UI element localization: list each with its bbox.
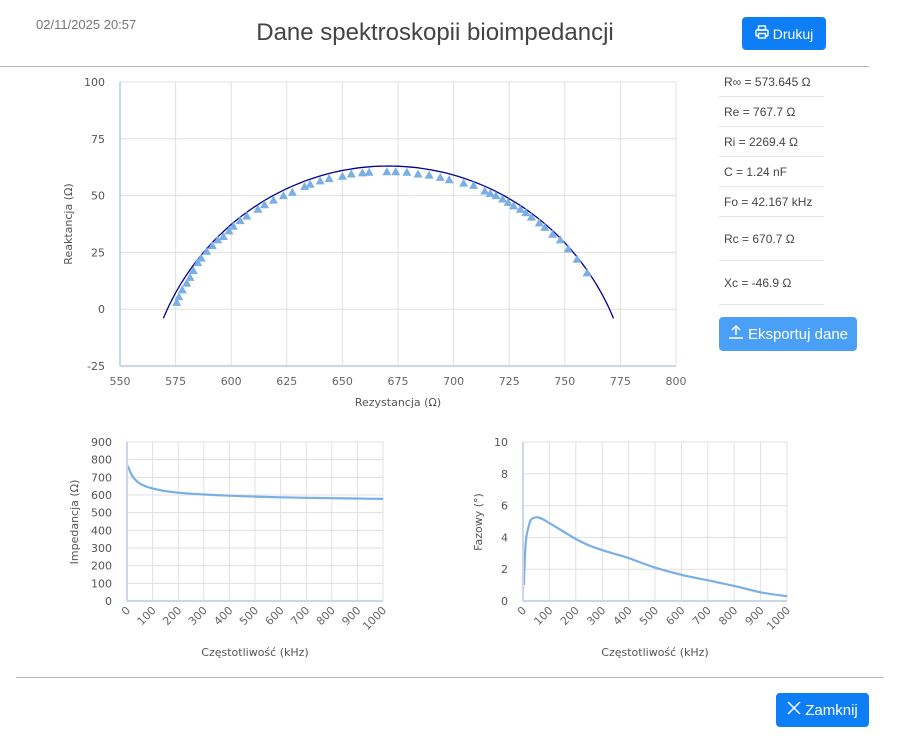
param-re: Re = 767.7 Ω bbox=[719, 97, 824, 127]
svg-text:500: 500 bbox=[91, 507, 112, 520]
param-ri: Ri = 2269.4 Ω bbox=[719, 127, 824, 157]
svg-text:6: 6 bbox=[501, 500, 508, 513]
svg-text:25: 25 bbox=[91, 246, 105, 259]
svg-text:1000: 1000 bbox=[764, 604, 793, 633]
x-axis-label: Częstotliwość (kHz) bbox=[601, 646, 708, 659]
header-divider bbox=[0, 66, 869, 67]
cole-plot-chart: 550 575 600 625 650 675 700 725 750 775 800 -25 0 25 5… bbox=[62, 76, 687, 409]
page-title: Dane spektroskopii bioimpedancji bbox=[256, 19, 614, 46]
svg-text:200: 200 bbox=[91, 560, 112, 573]
svg-text:200: 200 bbox=[558, 604, 582, 628]
chart-grid bbox=[522, 441, 788, 602]
svg-text:400: 400 bbox=[91, 524, 112, 537]
svg-text:100: 100 bbox=[84, 76, 105, 89]
export-button-label: Eksportuj dane bbox=[747, 325, 849, 343]
svg-text:75: 75 bbox=[91, 133, 105, 146]
measured-points bbox=[172, 167, 592, 306]
svg-text:800: 800 bbox=[91, 454, 112, 467]
y-axis-label: Fazowy (°) bbox=[472, 493, 485, 551]
impedance-chart: 0 100 200 300 400 500 600 700 800 900100001002003… bbox=[68, 436, 389, 659]
svg-text:650: 650 bbox=[332, 375, 353, 388]
svg-text:8: 8 bbox=[501, 468, 508, 481]
x-axis-label: Częstotliwość (kHz) bbox=[201, 646, 308, 659]
svg-text:750: 750 bbox=[554, 375, 575, 388]
svg-text:550: 550 bbox=[110, 375, 131, 388]
param-c: C = 1.24 nF bbox=[719, 157, 824, 187]
param-fo: Fo = 42.167 kHz bbox=[719, 187, 824, 217]
param-rc: Rc = 670.7 Ω bbox=[719, 217, 824, 261]
svg-text:10: 10 bbox=[494, 436, 508, 449]
print-button[interactable]: Drukuj bbox=[742, 17, 826, 50]
svg-text:900: 900 bbox=[91, 436, 112, 449]
svg-text:700: 700 bbox=[443, 375, 464, 388]
close-icon bbox=[787, 701, 801, 719]
svg-text:725: 725 bbox=[499, 375, 520, 388]
upload-icon bbox=[728, 324, 744, 344]
svg-text:0: 0 bbox=[515, 604, 529, 618]
svg-text:100: 100 bbox=[531, 604, 555, 628]
impedance-line bbox=[126, 465, 384, 500]
svg-text:675: 675 bbox=[388, 375, 409, 388]
svg-text:50: 50 bbox=[91, 190, 105, 203]
parameters-list: R∞ = 573.645 Ω Re = 767.7 Ω Ri = 2269.4 … bbox=[719, 67, 824, 305]
svg-text:700: 700 bbox=[690, 604, 714, 628]
svg-text:500: 500 bbox=[637, 604, 661, 628]
y-axis-label: Impedancja (Ω) bbox=[68, 480, 81, 565]
svg-text:300: 300 bbox=[584, 604, 608, 628]
phase-angle-chart: 0 100 200 300 400 500 600 700 800 90010000246810 … bbox=[472, 436, 793, 659]
svg-text:575: 575 bbox=[165, 375, 186, 388]
printer-icon bbox=[755, 25, 769, 42]
svg-text:400: 400 bbox=[611, 604, 635, 628]
timestamp: 02/11/2025 20:57 bbox=[36, 17, 137, 32]
phase-line bbox=[522, 516, 788, 598]
svg-text:0: 0 bbox=[105, 595, 112, 608]
param-xc: Xc = -46.9 Ω bbox=[719, 261, 824, 305]
svg-text:900: 900 bbox=[743, 604, 767, 628]
svg-text:300: 300 bbox=[91, 542, 112, 555]
svg-text:4: 4 bbox=[501, 531, 508, 544]
svg-text:100: 100 bbox=[91, 577, 112, 590]
chart-axes: 550 575 600 625 650 675 700 725 750 775 800 -25 0 25 5… bbox=[84, 76, 687, 388]
y-axis-label: Reaktancja (Ω) bbox=[62, 183, 75, 264]
svg-text:2: 2 bbox=[501, 563, 508, 576]
svg-text:800: 800 bbox=[666, 375, 687, 388]
svg-text:-25: -25 bbox=[87, 360, 105, 373]
x-axis-label: Rezystancja (Ω) bbox=[355, 396, 441, 409]
svg-text:0: 0 bbox=[98, 303, 105, 316]
svg-text:0: 0 bbox=[501, 595, 508, 608]
svg-text:700: 700 bbox=[91, 471, 112, 484]
svg-text:600: 600 bbox=[91, 489, 112, 502]
close-button-label: Zamknij bbox=[805, 701, 858, 719]
svg-text:775: 775 bbox=[610, 375, 631, 388]
svg-text:600: 600 bbox=[663, 604, 687, 628]
svg-text:600: 600 bbox=[221, 375, 242, 388]
svg-text:800: 800 bbox=[716, 604, 740, 628]
param-r-inf: R∞ = 573.645 Ω bbox=[719, 67, 824, 97]
export-data-button[interactable]: Eksportuj dane bbox=[719, 317, 857, 351]
footer-divider bbox=[16, 677, 884, 678]
close-button[interactable]: Zamknij bbox=[776, 693, 869, 727]
print-button-label: Drukuj bbox=[772, 25, 814, 42]
svg-text:625: 625 bbox=[276, 375, 297, 388]
